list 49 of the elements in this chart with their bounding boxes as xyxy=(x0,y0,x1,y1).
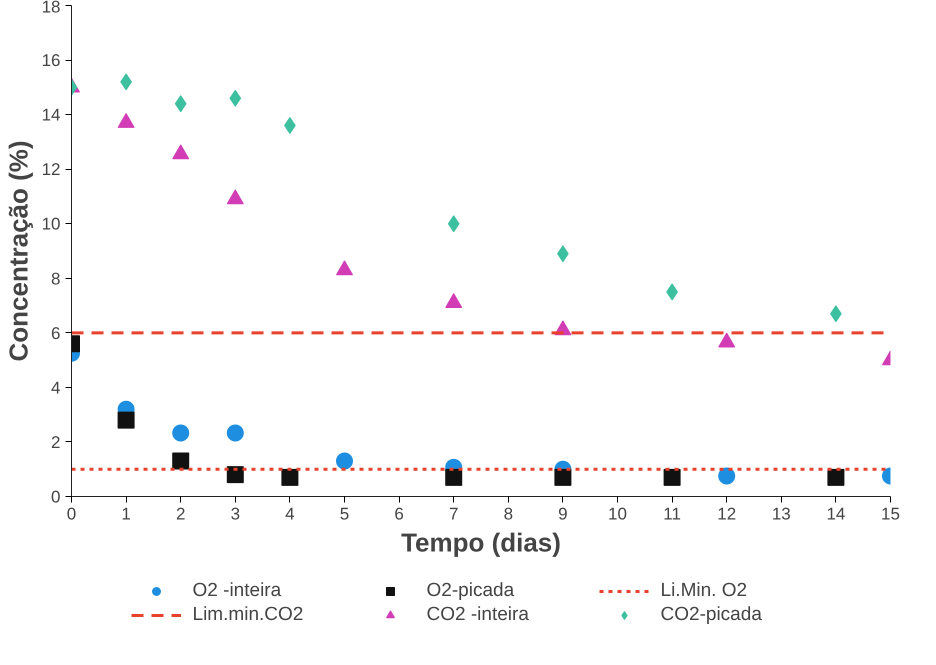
y-tick-label: 8 xyxy=(51,269,61,288)
y-tick-label: 10 xyxy=(42,214,61,234)
x-tick-label: 9 xyxy=(558,504,568,524)
point xyxy=(226,424,244,442)
y-tick-label: 0 xyxy=(51,488,61,506)
x-tick-label: 14 xyxy=(826,504,846,524)
y-tick-label: 18 xyxy=(42,0,61,16)
point xyxy=(229,90,242,107)
y-tick-label: 16 xyxy=(42,51,61,70)
point xyxy=(118,412,135,429)
x-tick-label: 10 xyxy=(608,504,627,524)
x-tick-label: 11 xyxy=(663,504,681,524)
point xyxy=(172,424,190,442)
x-tick-label: 13 xyxy=(772,504,791,524)
x-tick-label: 15 xyxy=(881,504,900,524)
x-tick-label: 5 xyxy=(340,504,350,524)
point xyxy=(281,468,298,486)
point xyxy=(554,468,572,486)
point xyxy=(226,466,244,484)
legend-label: Lim.min.CO2 xyxy=(192,604,304,626)
x-tick-label: 2 xyxy=(176,504,186,524)
legend-label: O2 -inteira xyxy=(192,580,282,602)
x-tick-label: 6 xyxy=(394,504,404,524)
y-tick-label: 2 xyxy=(51,432,61,452)
legend-label: CO2 -inteira xyxy=(426,604,530,626)
x-tick-label: 0 xyxy=(66,504,76,524)
x-tick-label: 12 xyxy=(717,504,736,524)
y-tick-label: 4 xyxy=(51,378,61,398)
point xyxy=(336,452,353,470)
y-tick-label: 12 xyxy=(42,160,61,180)
point xyxy=(448,215,460,232)
x-axis-title: Tempo (dias) xyxy=(401,528,561,558)
x-tick-label: 4 xyxy=(285,504,295,524)
point xyxy=(172,452,190,470)
x-tick-label: 3 xyxy=(230,504,240,524)
x-tick-label: 7 xyxy=(448,504,458,524)
point xyxy=(174,95,187,112)
point xyxy=(718,468,736,485)
point xyxy=(664,468,681,486)
legend-label: CO2-picada xyxy=(660,604,763,626)
y-tick-label: 14 xyxy=(42,106,61,125)
x-tick-label: 1 xyxy=(121,504,131,524)
legend-label: Li.Min. O2 xyxy=(660,580,748,602)
x-tick-label: 8 xyxy=(504,504,514,524)
legend-label: O2-picada xyxy=(426,580,516,602)
y-axis-title: Concentração (%) xyxy=(4,140,34,362)
y-tick-label: 6 xyxy=(51,324,61,343)
point xyxy=(827,468,844,486)
point xyxy=(445,468,462,486)
